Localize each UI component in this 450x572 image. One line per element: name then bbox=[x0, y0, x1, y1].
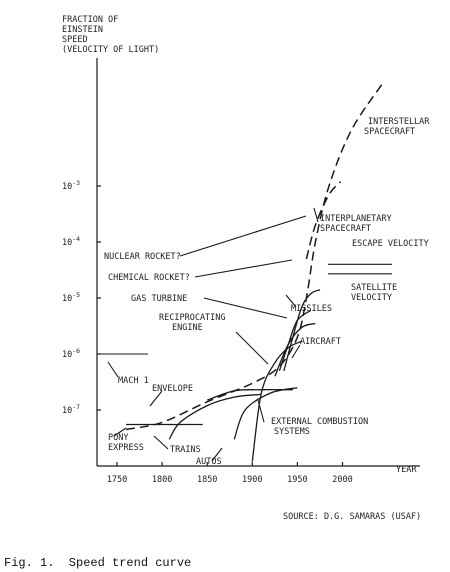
external-combustion-label-line-1: EXTERNAL COMBUSTION bbox=[271, 417, 368, 427]
x-tick-label: 1800 bbox=[152, 475, 172, 485]
y-axis-label-line-2: EINSTEIN bbox=[62, 25, 103, 35]
nuclear-rocket-label: NUCLEAR ROCKET? bbox=[104, 252, 181, 262]
y-axis-label-line-4: (VELOCITY OF LIGHT) bbox=[62, 45, 159, 55]
source-note: SOURCE: D.G. SAMARAS (USAF) bbox=[283, 512, 421, 522]
envelope-leader bbox=[149, 390, 163, 407]
mach-1-label: MACH 1 bbox=[118, 376, 149, 386]
y-axis-label-line-3: SPEED bbox=[62, 35, 88, 45]
trains-curve bbox=[168, 393, 262, 440]
aircraft-leader bbox=[291, 344, 301, 359]
gas-turbine-leader bbox=[203, 297, 288, 319]
mach-1-leader bbox=[107, 361, 119, 378]
y-tick-label: 10-4 bbox=[62, 235, 80, 248]
x-tick-label: 1850 bbox=[197, 475, 217, 485]
missiles-leader bbox=[285, 294, 297, 308]
reciprocating-engine-curve bbox=[251, 340, 303, 462]
figure-caption: Fig. 1. Speed trend curve bbox=[4, 556, 191, 570]
interplanetary-label-line-1: INTERPLANETARY bbox=[320, 214, 392, 224]
trains-leader bbox=[153, 435, 169, 450]
x-axis-label: YEAR bbox=[396, 465, 417, 475]
aircraft-curve bbox=[274, 322, 316, 377]
external-combustion-leader bbox=[257, 399, 265, 423]
reciprocating-engine-label-line-2: ENGINE bbox=[172, 323, 203, 333]
y-tick-label: 10-3 bbox=[62, 179, 80, 192]
x-tick-label: 1950 bbox=[287, 475, 307, 485]
y-tick-label: 10-7 bbox=[62, 403, 80, 416]
satellite-velocity-label-line-2: VELOCITY bbox=[351, 293, 392, 303]
pony-express-label-line-2: EXPRESS bbox=[108, 443, 144, 453]
pony-express-label-line-1: PONY bbox=[108, 433, 128, 443]
interplanetary-curve bbox=[305, 181, 342, 260]
envelope-label: ENVELOPE bbox=[152, 384, 193, 394]
autos-label: AUTOS bbox=[196, 457, 222, 467]
nuclear-rocket-leader bbox=[179, 215, 307, 257]
external-combustion-label-line-2: SYSTEMS bbox=[274, 427, 310, 437]
chemical-rocket-leader bbox=[194, 259, 293, 278]
reciprocating-engine-leader bbox=[235, 331, 269, 365]
pony-express-leader bbox=[113, 427, 127, 437]
chemical-rocket-label: CHEMICAL ROCKET? bbox=[108, 273, 190, 283]
x-tick-label: 1750 bbox=[107, 475, 127, 485]
trains-label: TRAINS bbox=[170, 445, 201, 455]
escape-velocity-label: ESCAPE VELOCITY bbox=[352, 239, 429, 249]
autos-leader bbox=[211, 447, 223, 462]
x-tick-label: 2000 bbox=[332, 475, 352, 485]
envelope-curve bbox=[125, 82, 384, 431]
missiles-label: MISSILES bbox=[291, 304, 332, 314]
y-ticks: 10-7 10-6 10-5 10-4 10-3 bbox=[62, 179, 101, 416]
aircraft-label: AIRCRAFT bbox=[300, 337, 341, 347]
y-tick-label: 10-5 bbox=[62, 291, 80, 304]
label-leaders bbox=[113, 207, 319, 462]
interplanetary-leader bbox=[313, 207, 319, 223]
y-tick-label: 10-6 bbox=[62, 347, 80, 360]
satellite-velocity-label-line-1: SATELLITE bbox=[351, 283, 397, 293]
missiles-curve bbox=[283, 289, 321, 372]
reciprocating-engine-label-line-1: RECIPROCATING bbox=[159, 313, 226, 323]
gas-turbine-label: GAS TURBINE bbox=[131, 294, 187, 304]
interplanetary-label-line-2: SPACECRAFT bbox=[320, 224, 371, 234]
interstellar-label-line-2: SPACECRAFT bbox=[364, 127, 415, 137]
interstellar-label-line-1: INTERSTELLAR bbox=[368, 117, 430, 127]
speed-curves bbox=[125, 82, 384, 462]
gas-turbine-curve bbox=[278, 309, 312, 372]
x-tick-label: 1900 bbox=[242, 475, 262, 485]
y-axis-label-line-1: FRACTION OF bbox=[62, 15, 118, 25]
y-axis-label: FRACTION OF EINSTEIN SPEED (VELOCITY OF … bbox=[62, 15, 159, 55]
x-ticks: 1750 1800 1850 1900 1950 2000 bbox=[107, 462, 353, 485]
external-combustion-curve bbox=[206, 389, 293, 401]
